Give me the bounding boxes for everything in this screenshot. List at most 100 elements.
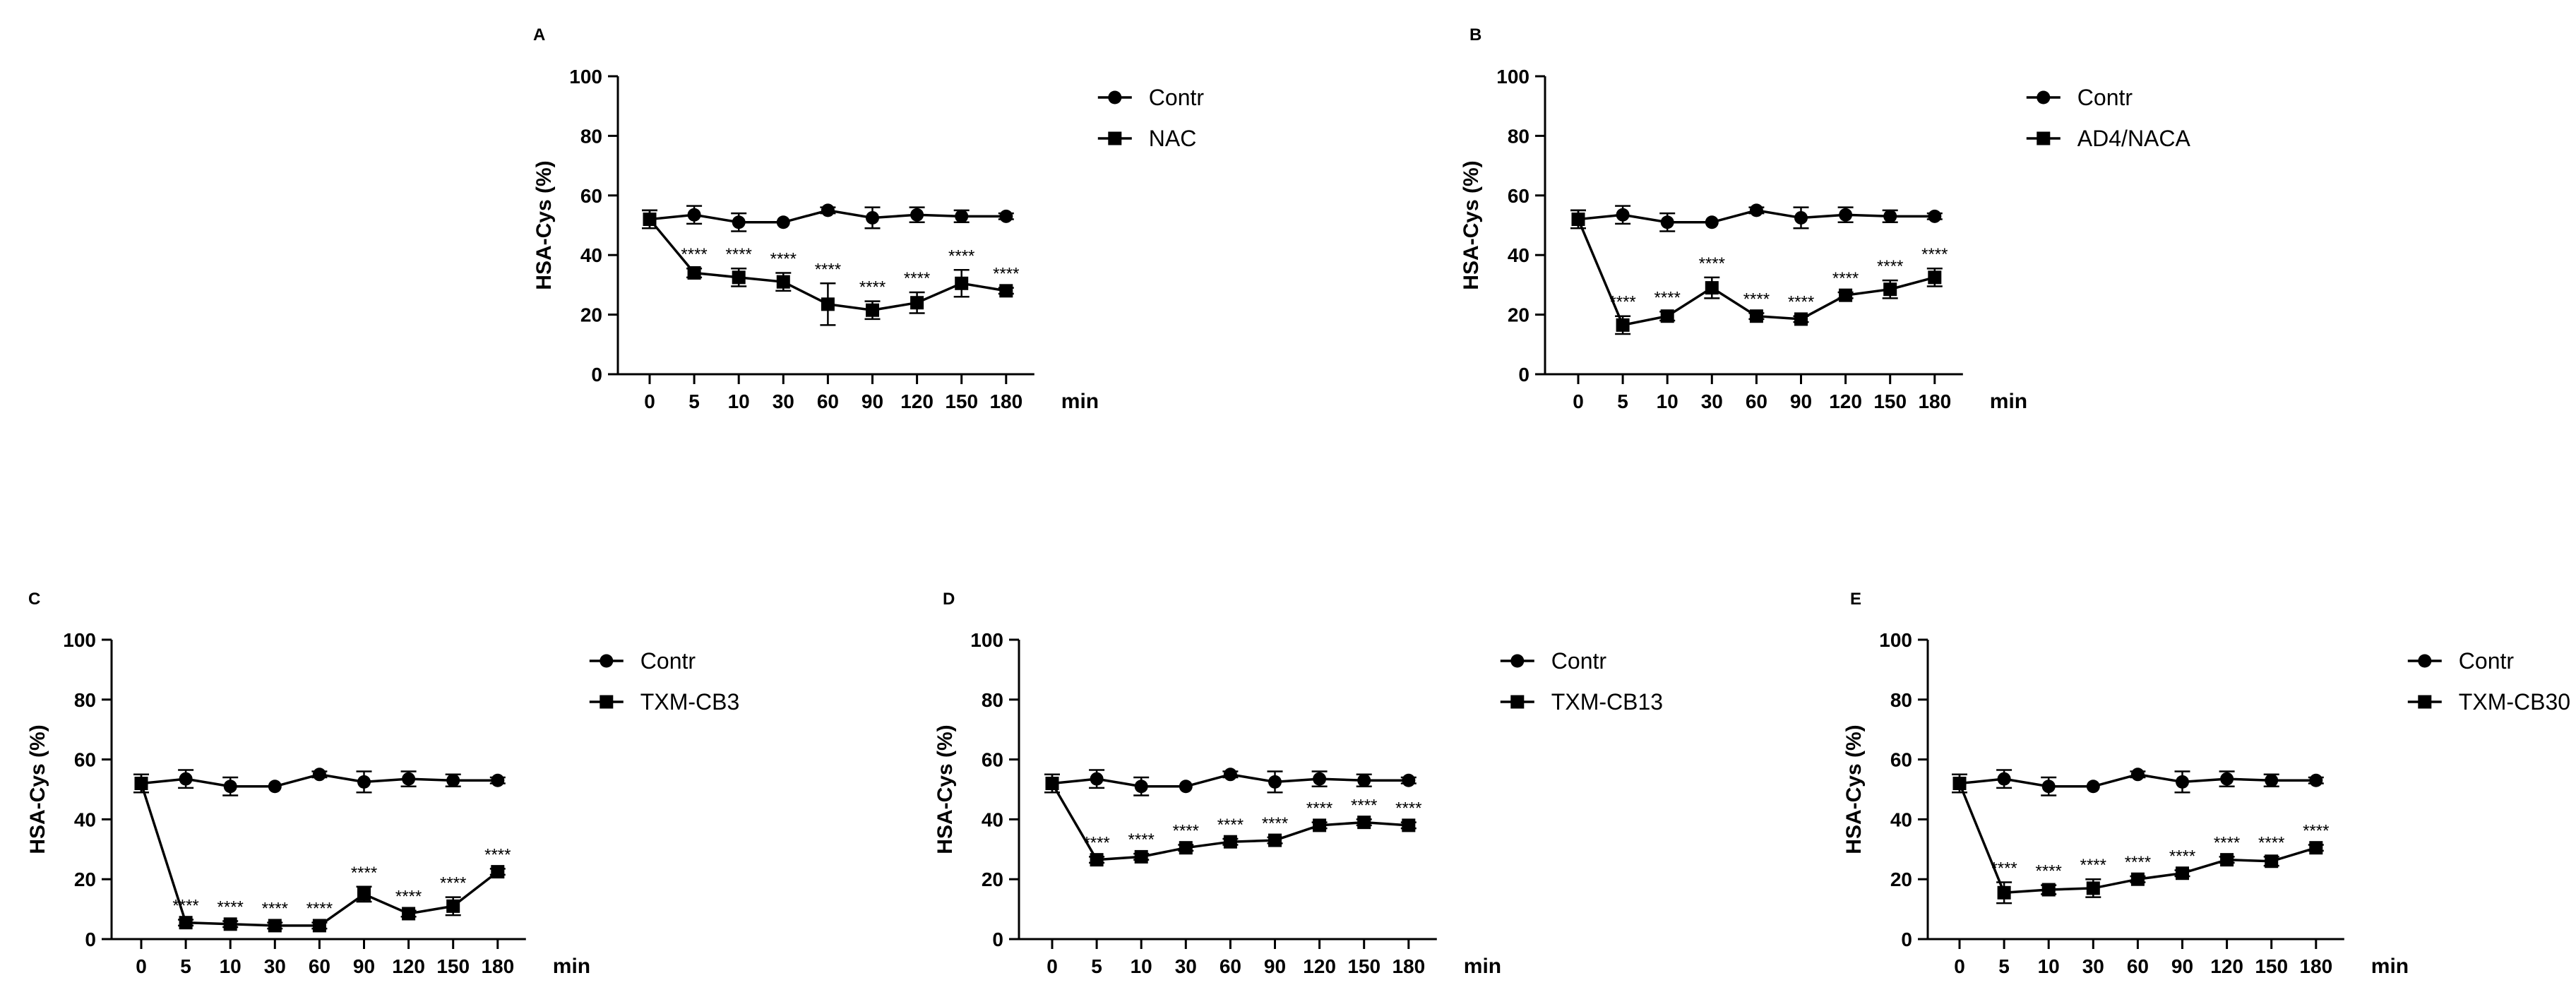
x-tick-label: 90	[1264, 955, 1286, 977]
x-tick-label: 10	[1131, 955, 1152, 977]
data-point	[1952, 777, 1967, 791]
y-axis-title: HSA-Cys (%)	[934, 724, 957, 854]
data-point	[1179, 841, 1193, 855]
significance-label: ****	[1128, 830, 1155, 849]
significance-label: ****	[948, 246, 974, 265]
x-tick-label: 180	[1918, 390, 1951, 412]
data-point	[2265, 773, 2279, 787]
x-tick-label: 120	[1303, 955, 1336, 977]
data-point	[732, 270, 746, 285]
data-point	[1268, 833, 1282, 847]
data-point	[866, 210, 879, 225]
legend-marker	[2037, 90, 2051, 105]
x-tick-label: 180	[481, 955, 514, 977]
y-tick-label: 60	[1508, 185, 1530, 207]
chart-panel-d: D 0 20 40 60 80 100 0 5 10 30 60 90 120 150 180 min HSA-C…	[934, 590, 1663, 978]
data-point	[1090, 772, 1104, 786]
data-point	[2309, 841, 2323, 855]
data-point	[687, 208, 701, 222]
data-point	[2176, 866, 2189, 880]
data-point	[1839, 288, 1853, 302]
y-tick-label: 0	[992, 929, 1003, 950]
y-tick-label: 40	[1508, 244, 1530, 266]
x-tick-label: 5	[180, 955, 191, 977]
legend-marker	[600, 654, 614, 668]
chart-panel-c: C 0 20 40 60 80 100 0 5 10 30 60 90 120 150 180 min HSA-C…	[26, 590, 739, 978]
data-point	[1090, 853, 1104, 867]
significance-label: ****	[395, 888, 422, 907]
y-tick-label: 0	[85, 929, 96, 950]
y-axis-title: HSA-Cys (%)	[1460, 160, 1483, 289]
y-axis-title: HSA-Cys (%)	[26, 724, 49, 854]
x-tick-label: 5	[1998, 955, 2010, 977]
x-tick-label: 30	[264, 955, 286, 977]
x-tick-label: 150	[945, 390, 978, 412]
data-point	[910, 208, 924, 222]
significance-label: ****	[1991, 859, 2017, 878]
panel-letter: D	[943, 590, 955, 609]
y-tick-label: 40	[74, 808, 96, 830]
significance-label: ****	[1877, 257, 1903, 276]
series-txm-cb30	[1952, 773, 2324, 905]
significance-label: ****	[770, 250, 797, 269]
y-tick-label: 80	[74, 689, 96, 711]
significance-label: ****	[2214, 833, 2240, 852]
data-point	[1402, 818, 1416, 832]
data-point	[1997, 772, 2011, 786]
data-point	[2220, 853, 2234, 867]
data-point	[357, 887, 371, 901]
x-axis-title: min	[553, 955, 590, 978]
significance-label: ****	[2258, 833, 2284, 852]
data-point	[2041, 883, 2056, 897]
x-tick-label: 150	[436, 955, 470, 977]
y-tick-label: 20	[1890, 868, 1912, 890]
x-axis-title: min	[2371, 955, 2409, 978]
significance-label: ****	[1832, 269, 1859, 288]
x-tick-label: 0	[644, 390, 655, 412]
data-point	[910, 296, 924, 310]
data-point	[402, 772, 416, 786]
x-tick-label: 30	[1701, 390, 1723, 412]
significance-label: ****	[1217, 816, 1244, 835]
significance-label: ****	[1083, 833, 1109, 852]
significance-label: ****	[1743, 289, 1770, 309]
y-tick-label: 40	[580, 244, 602, 266]
legend-label: TXM-CB30	[2459, 689, 2570, 715]
x-tick-label: 60	[1220, 955, 1241, 977]
y-tick-label: 20	[1508, 304, 1530, 326]
data-point	[999, 209, 1013, 223]
y-tick-label: 60	[1890, 749, 1912, 771]
legend-label: Contr	[1149, 85, 1205, 110]
legend-label: TXM-CB3	[640, 689, 739, 715]
data-point	[776, 275, 790, 289]
x-tick-label: 180	[2299, 955, 2332, 977]
data-point	[821, 203, 835, 217]
data-point	[446, 899, 460, 913]
data-point	[134, 777, 148, 791]
panel-letter: C	[28, 590, 40, 609]
series-nac	[642, 209, 1014, 326]
legend-label: AD4/NACA	[2077, 126, 2191, 151]
y-tick-label: 40	[1890, 808, 1912, 830]
x-tick-label: 60	[1746, 390, 1767, 412]
y-axis-title: HSA-Cys (%)	[532, 160, 556, 289]
data-point	[1705, 215, 1719, 229]
data-point	[2176, 775, 2189, 789]
data-point	[312, 768, 326, 782]
data-point	[821, 297, 835, 311]
significance-label: ****	[1609, 293, 1635, 312]
y-tick-label: 0	[591, 364, 602, 386]
panel-letter: A	[533, 25, 545, 44]
x-tick-label: 60	[2127, 955, 2149, 977]
x-tick-label: 30	[2082, 955, 2104, 977]
y-tick-label: 40	[982, 808, 1003, 830]
legend-label: Contr	[2077, 85, 2133, 110]
data-point	[268, 780, 282, 794]
y-tick-label: 20	[580, 304, 602, 326]
legend-marker	[600, 695, 614, 709]
y-tick-label: 0	[1518, 364, 1530, 386]
data-point	[643, 213, 657, 227]
series-txm-cb3	[133, 773, 506, 933]
x-tick-label: 10	[728, 390, 750, 412]
